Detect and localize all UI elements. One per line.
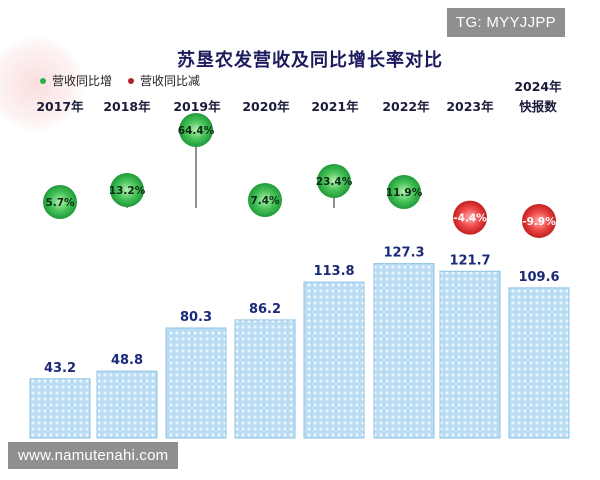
legend-decrease-label: 营收同比减 <box>140 74 201 88</box>
growth-rate-label: 5.7% <box>45 197 75 209</box>
growth-bubble-positive <box>317 164 351 198</box>
legend-increase-label: 营收同比增 <box>52 74 113 88</box>
year-label-2022: 2022年 <box>382 99 430 114</box>
year-label-2023: 2023年 <box>446 99 494 114</box>
watermark-bottom-left: www.namutenahi.com <box>8 442 179 469</box>
bar-value-label: 48.8 <box>111 353 143 368</box>
legend-increase-dot-icon <box>40 77 46 84</box>
watermark-top-right: TG: MYYJJPP <box>447 8 565 37</box>
bar-value-label: 80.3 <box>180 310 212 325</box>
bar-value-label: 86.2 <box>249 302 281 317</box>
growth-rate-label: -4.4% <box>453 213 487 225</box>
growth-rate-label: -9.9% <box>522 216 556 228</box>
bar-value-label: 127.3 <box>383 246 424 261</box>
bar-value-label: 121.7 <box>449 253 490 268</box>
bar-2020 <box>234 319 296 439</box>
year-label-2019: 2019年 <box>173 99 221 114</box>
year-label-2017: 2017年 <box>36 99 84 114</box>
growth-rate-label: 7.4% <box>250 195 280 207</box>
bar-2021 <box>303 281 365 439</box>
growth-rate-label: 23.4% <box>316 176 353 188</box>
growth-bubble-positive <box>179 113 213 147</box>
growth-bubble-positive <box>248 183 282 217</box>
bar-2022 <box>373 263 435 439</box>
bar-value-label: 113.8 <box>313 264 354 279</box>
year-sublabel-2024: 快报数 <box>519 99 557 114</box>
bar-2018 <box>96 370 158 439</box>
bar-value-label: 43.2 <box>44 361 76 376</box>
year-label-2021: 2021年 <box>311 99 359 114</box>
year-label-2024: 2024年 <box>514 79 562 94</box>
growth-bubble-negative <box>522 203 556 238</box>
bar-2023 <box>439 270 501 439</box>
year-label-2020: 2020年 <box>242 99 290 114</box>
chart-title: 苏垦农发营收及同比增长率对比 <box>177 50 443 71</box>
background-glow <box>0 36 84 132</box>
growth-bubble-positive <box>387 175 421 209</box>
growth-rate-label: 64.4% <box>178 125 215 137</box>
bar-2019 <box>165 327 227 439</box>
growth-bubble-negative <box>453 200 487 235</box>
growth-bubble-positive <box>110 173 144 207</box>
bar-2017 <box>29 378 91 439</box>
legend-decrease-dot-icon <box>128 77 134 84</box>
growth-bubble-positive <box>43 185 77 219</box>
growth-rate-label: 13.2% <box>109 185 146 197</box>
bar-2024 <box>508 287 570 439</box>
legend-item-decrease: 营收同比减 <box>128 72 200 89</box>
growth-rate-label: 11.9% <box>386 187 423 199</box>
bar-value-label: 109.6 <box>518 270 559 285</box>
year-label-2018: 2018年 <box>103 99 151 114</box>
legend-item-increase: 营收同比增 <box>40 72 112 89</box>
